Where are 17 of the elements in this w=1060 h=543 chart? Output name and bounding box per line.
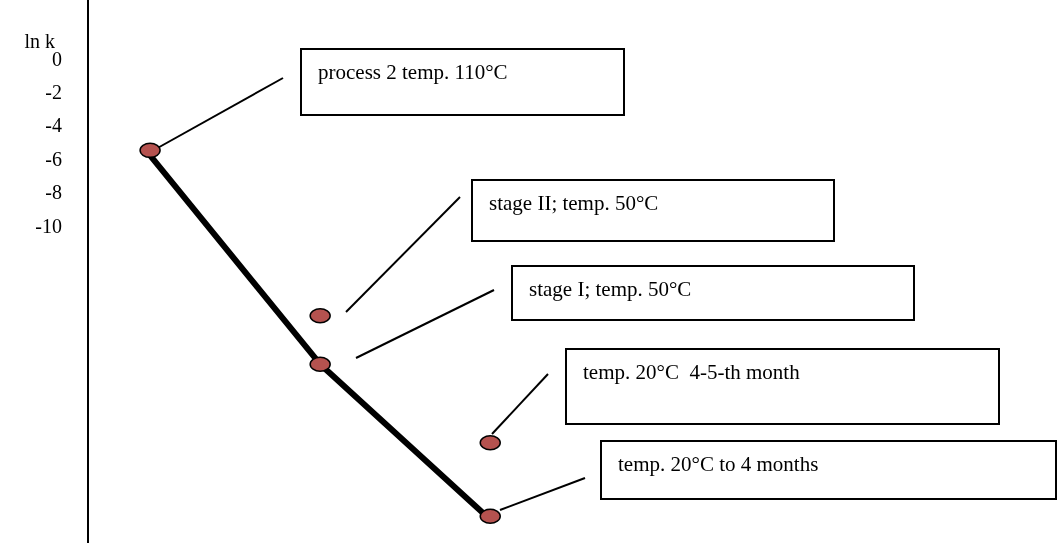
y-tick-label: -2 <box>45 80 62 103</box>
text: temp. 20°C 4-5-th month <box>583 360 800 385</box>
text: temp. 20°C to 4 months <box>618 452 819 477</box>
y-tick-label: -6 <box>45 147 62 170</box>
point <box>479 435 501 451</box>
y-tick-label: -4 <box>45 114 62 137</box>
point <box>309 308 331 324</box>
y-tick-label: 0 <box>52 47 62 70</box>
annotation: stage I; temp. 50°C <box>529 277 692 302</box>
point <box>139 142 161 159</box>
annotation: process 2 temp. 110°C <box>318 60 508 85</box>
annotation: stage II; temp. 50°C <box>489 191 659 216</box>
y-tick-label: -10 <box>35 214 62 237</box>
y-axis-title: ln k <box>23 30 55 52</box>
y-tick-label: -8 <box>45 181 62 204</box>
point <box>479 508 501 525</box>
point <box>309 356 331 372</box>
